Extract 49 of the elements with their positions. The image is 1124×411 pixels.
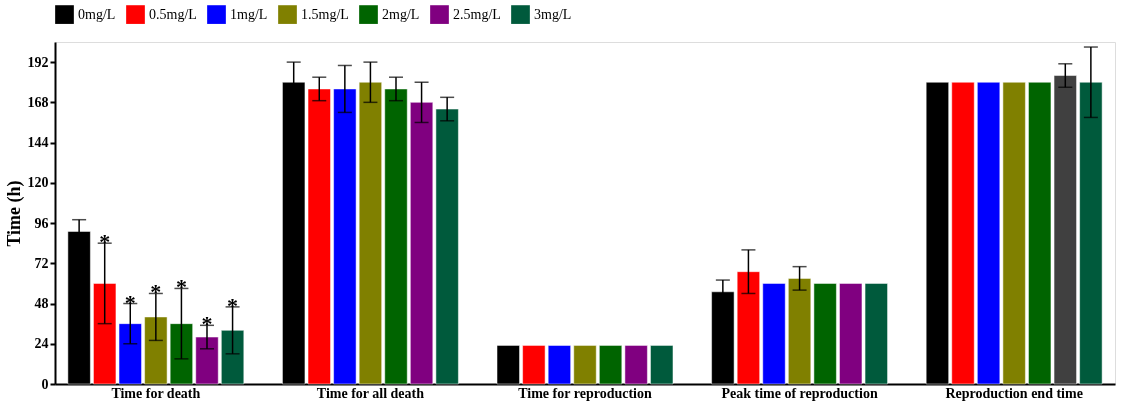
legend-label: 2.5mg/L: [453, 6, 501, 22]
bar: [650, 345, 674, 385]
bar: [384, 88, 408, 385]
y-tick-label: 72: [34, 255, 49, 271]
legend-label: 0.5mg/L: [149, 6, 197, 22]
annotation: *: [175, 274, 187, 300]
bar: [522, 345, 546, 385]
legend-label: 2mg/L: [382, 6, 420, 22]
bar: [221, 330, 245, 385]
bar: [599, 345, 623, 385]
bar: [977, 81, 1001, 385]
bar: [1002, 81, 1026, 385]
bar: [410, 102, 434, 385]
x-tick-label: Time for reproduction: [518, 385, 652, 401]
bar: [951, 81, 975, 385]
bar: [547, 345, 571, 385]
x-tick-label: Time for all death: [316, 385, 425, 401]
y-tick-label: 144: [27, 135, 49, 151]
y-tick-label: 48: [34, 296, 49, 312]
y-tick-label: 0: [41, 376, 49, 392]
x-tick-label: Time for death: [111, 385, 201, 401]
y-tick-label: 192: [27, 54, 49, 70]
bar: [736, 271, 760, 385]
legend-label: 1mg/L: [230, 6, 268, 22]
bar: [788, 278, 812, 385]
bar: [435, 108, 459, 385]
bar: [333, 88, 357, 385]
y-tick-label: 120: [27, 175, 49, 191]
bar: [358, 81, 382, 385]
bar: [573, 345, 597, 385]
annotation: *: [150, 279, 162, 305]
annotation: *: [99, 229, 111, 255]
y-tick-label: 96: [34, 215, 49, 231]
legend-label: 0mg/L: [78, 6, 116, 22]
legend-label: 1.5mg/L: [301, 6, 349, 22]
bar: [169, 323, 193, 385]
y-tick-label: 24: [34, 336, 49, 352]
bar: [762, 283, 786, 385]
bar: [144, 316, 168, 385]
x-tick-label: Peak time of reproduction: [721, 385, 878, 401]
y-axis-title: Time (h): [3, 180, 25, 247]
bar: [813, 283, 837, 385]
bar: [624, 345, 648, 385]
bar: [1079, 81, 1103, 385]
x-tick-label: Reproduction end time: [945, 385, 1083, 401]
y-tick-label: 168: [27, 94, 49, 110]
legend-label: 3mg/L: [534, 6, 572, 22]
bar: [195, 336, 219, 385]
annotation: *: [201, 311, 213, 337]
